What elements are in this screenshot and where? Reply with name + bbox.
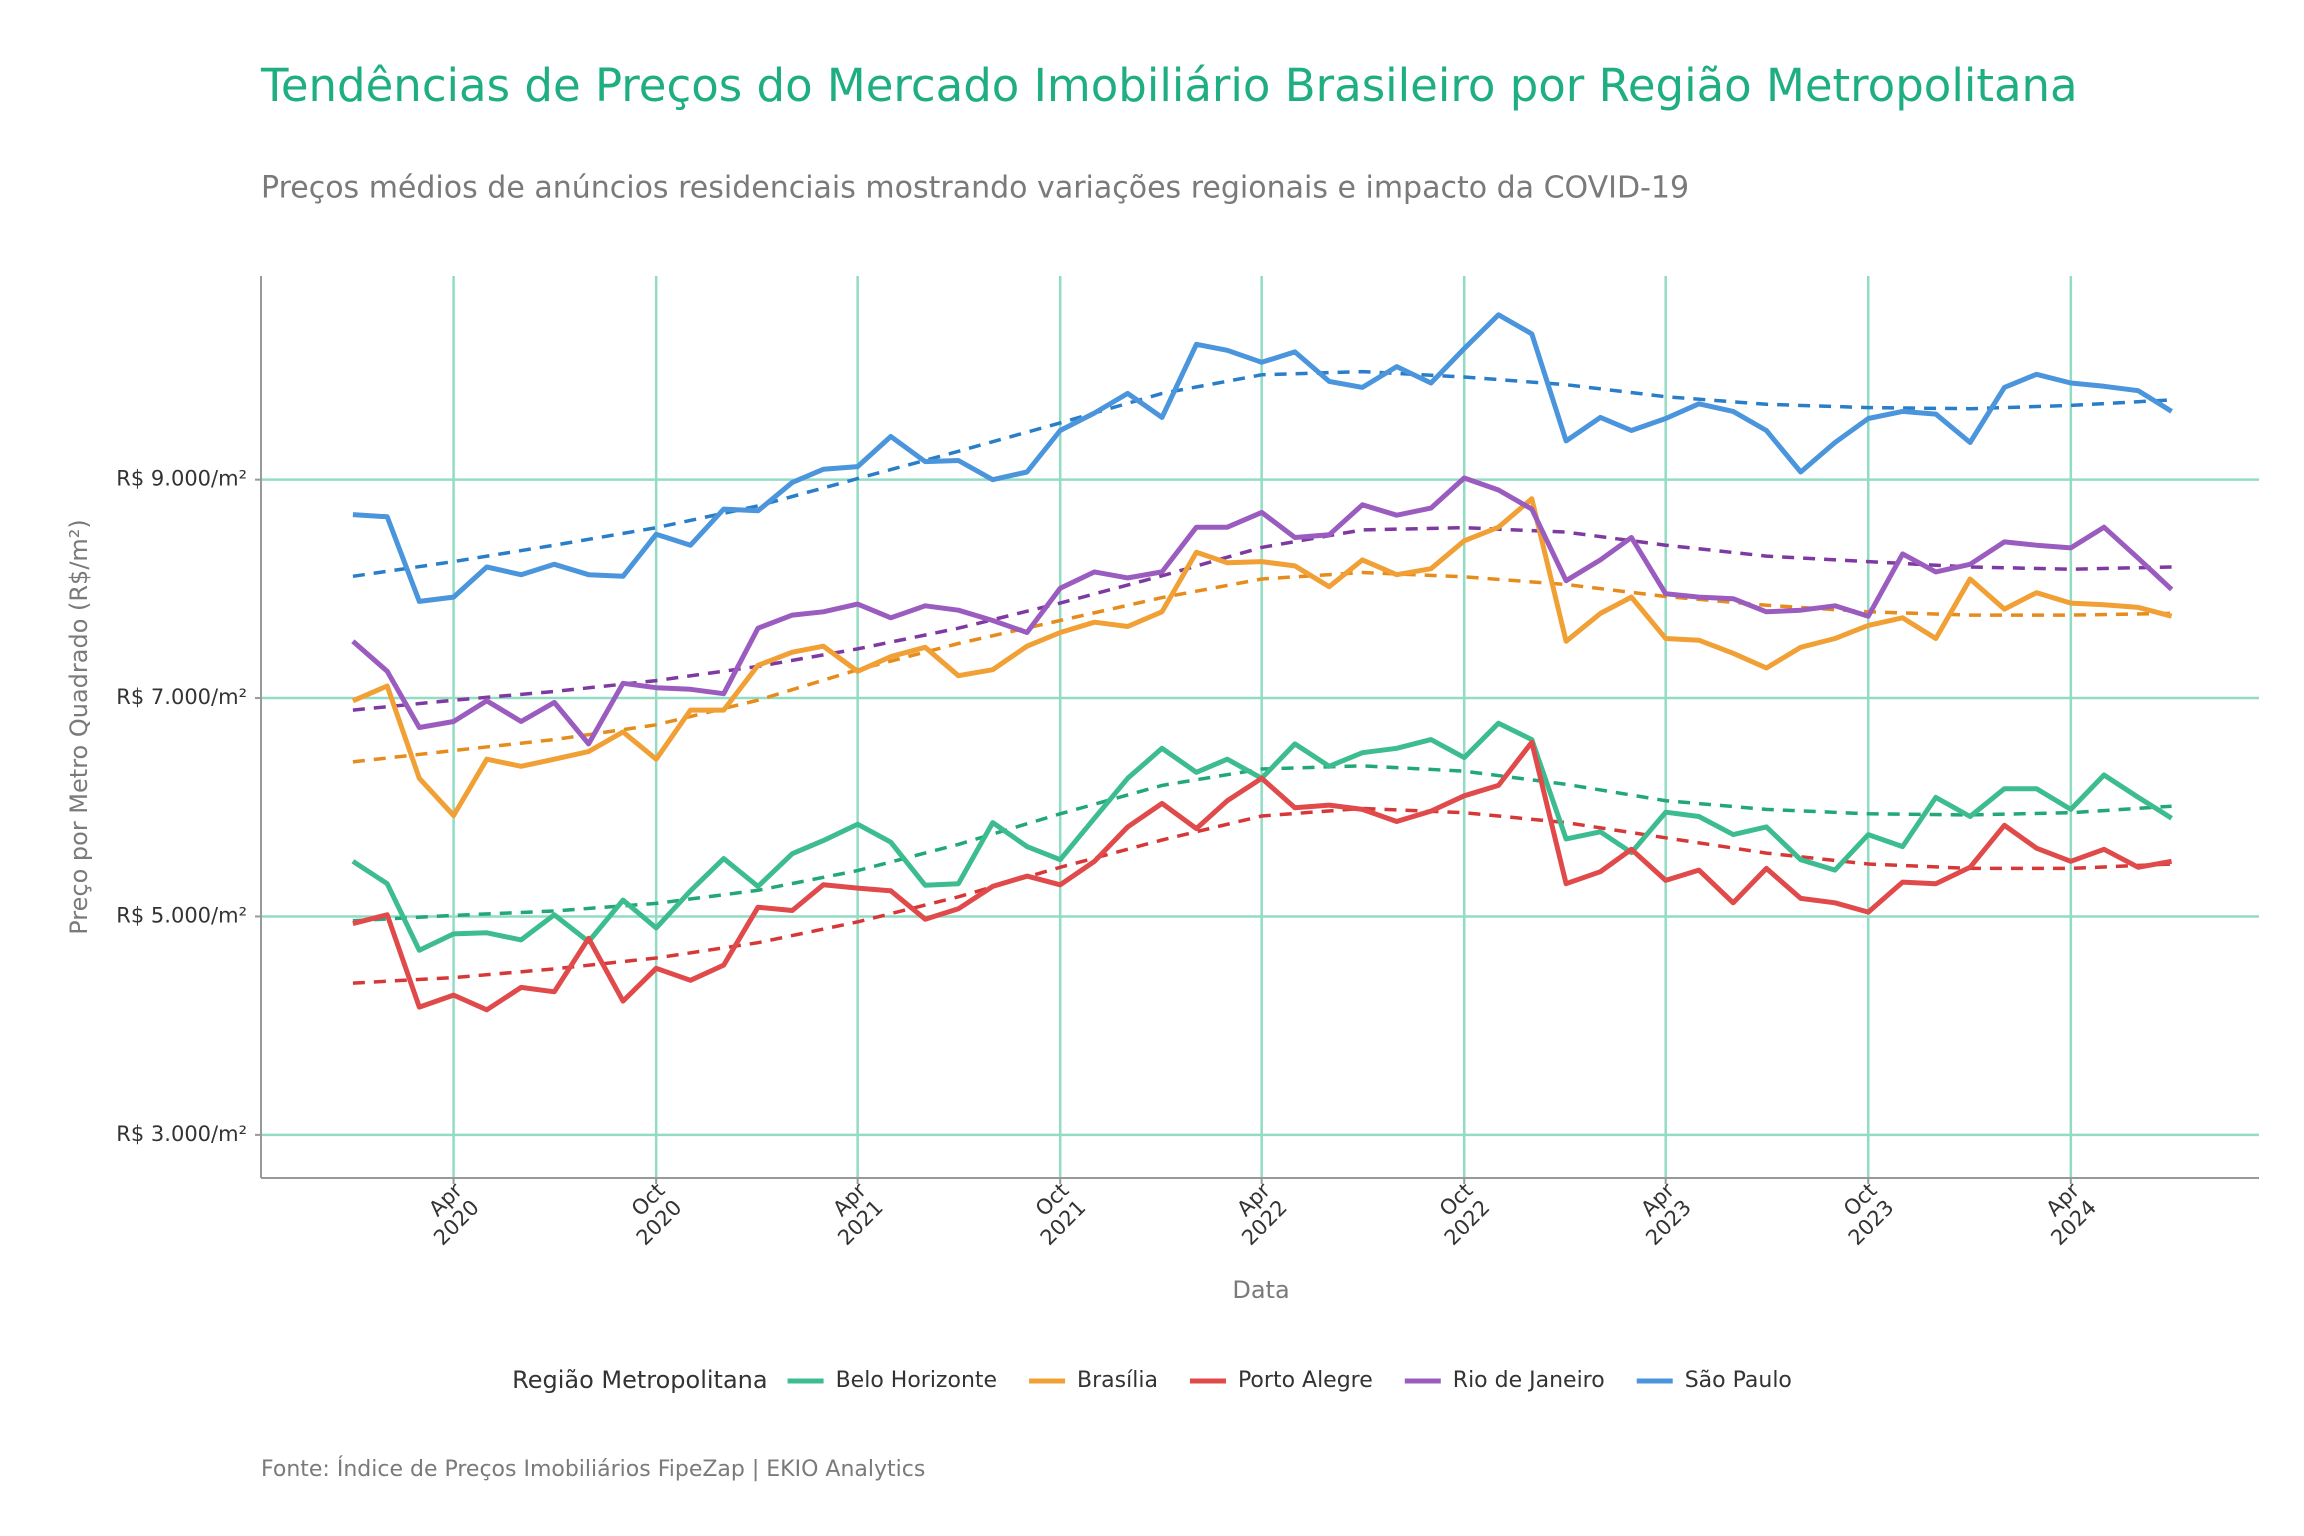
legend-item: São Paulo (1636, 1368, 1792, 1393)
x-axis-title: Data (1232, 1276, 1289, 1304)
legend-label: São Paulo (1685, 1368, 1792, 1393)
series-line (351, 475, 2174, 747)
y-tick-label: R$ 9.000/m² (116, 467, 247, 491)
x-tick-label: Oct2023 (1827, 1178, 1899, 1250)
legend-label: Brasília (1077, 1368, 1158, 1393)
trend-line (352, 806, 2172, 985)
trend-line (352, 764, 2172, 923)
y-tick-label: R$ 7.000/m² (116, 685, 247, 709)
series-line (352, 739, 2173, 1013)
legend-label: Porto Alegre (1238, 1368, 1373, 1393)
legend-title: Região Metropolitana (512, 1366, 767, 1394)
series-line (352, 312, 2173, 604)
x-tick-label: Oct2022 (1423, 1178, 1495, 1250)
y-tick-label: R$ 3.000/m² (116, 1122, 247, 1146)
x-tick-label: Apr2021 (816, 1178, 888, 1250)
x-tick-label: Oct2020 (615, 1178, 687, 1250)
legend-item: Porto Alegre (1189, 1368, 1373, 1393)
x-tick-label: Apr2020 (412, 1178, 484, 1250)
legend-item: Brasília (1029, 1368, 1158, 1393)
legend-label: Rio de Janeiro (1453, 1368, 1605, 1393)
legend-label: Belo Horizonte (836, 1368, 997, 1393)
x-tick-label: Oct2021 (1019, 1178, 1091, 1250)
x-tick-label: Apr2024 (2029, 1178, 2101, 1250)
x-tick-label: Apr2022 (1220, 1178, 1292, 1250)
chart-subtitle: Preços médios de anúncios residenciais m… (261, 171, 1689, 206)
y-axis-title: Preço por Metro Quadrado (R$/m²) (65, 519, 93, 935)
trend-line (352, 525, 2172, 712)
legend-item: Belo Horizonte (787, 1368, 997, 1393)
trend-line (352, 369, 2172, 579)
x-tick-label: Apr2023 (1624, 1178, 1696, 1250)
chart-title: Tendências de Preços do Mercado Imobiliá… (260, 59, 2078, 112)
y-tick-label: R$ 5.000/m² (116, 903, 247, 927)
caption: Fonte: Índice de Preços Imobiliários Fip… (261, 1456, 925, 1482)
series-line (351, 496, 2173, 818)
legend-item: Rio de Janeiro (1404, 1368, 1605, 1393)
